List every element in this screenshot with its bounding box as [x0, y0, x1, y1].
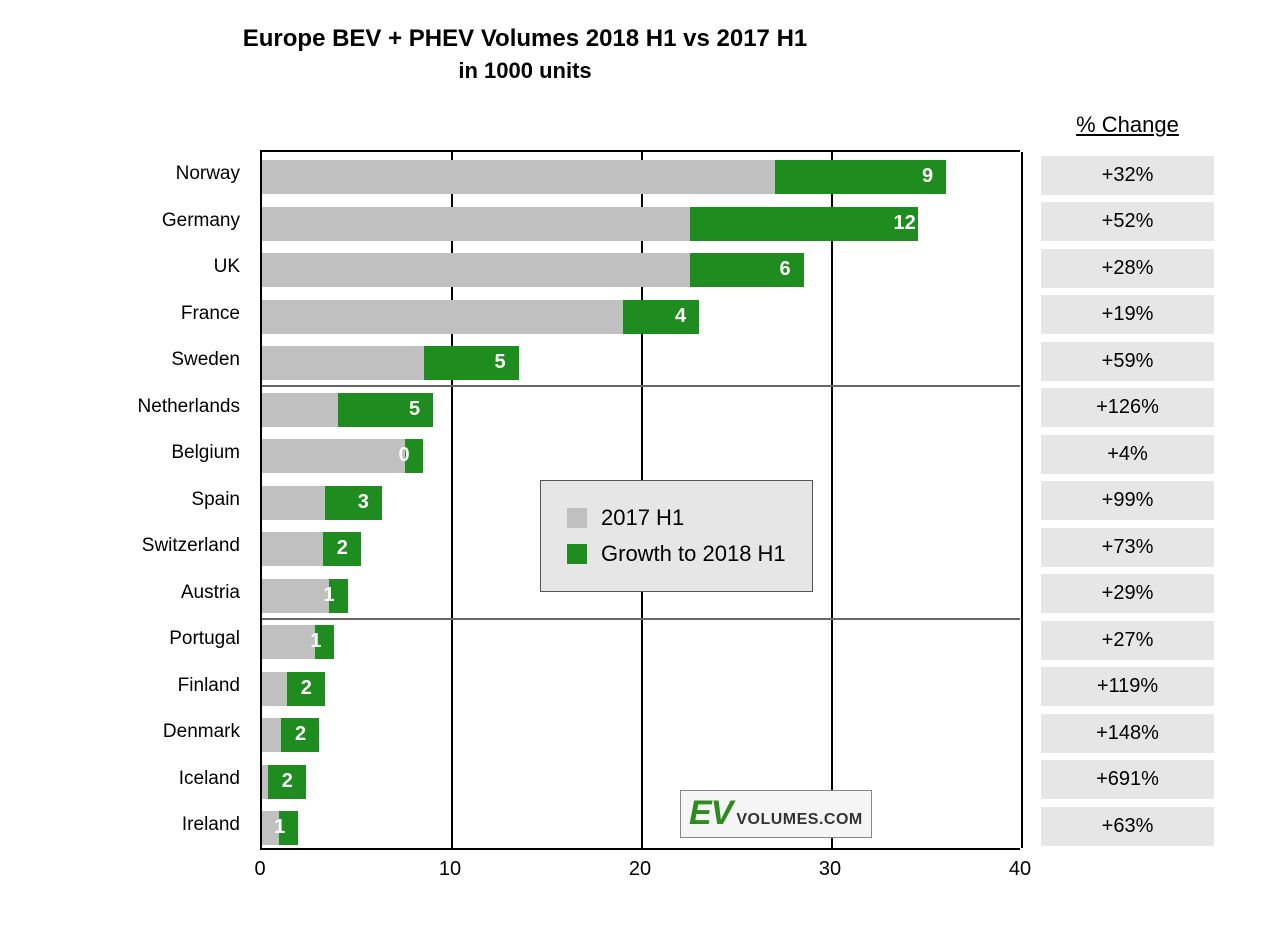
pct-change-cell: +32% — [1040, 155, 1215, 196]
pct-change-cell: +19% — [1040, 294, 1215, 335]
gridline — [1021, 152, 1023, 848]
x-axis-tick-label: 20 — [629, 858, 651, 881]
chart-container: Europe BEV + PHEV Volumes 2018 H1 vs 201… — [0, 0, 1277, 929]
gridline — [831, 152, 833, 848]
logo-rest: VOLUMES.COM — [736, 811, 862, 829]
bar-growth — [623, 300, 699, 334]
pct-change-cell: +27% — [1040, 620, 1215, 661]
bar-base — [262, 160, 775, 194]
pct-change-cell: +99% — [1040, 480, 1215, 521]
x-axis-tick-label: 0 — [254, 858, 265, 881]
legend-item-2017: 2017 H1 — [567, 505, 786, 531]
pct-change-cell: +29% — [1040, 573, 1215, 614]
bar-value-label: 0 — [399, 444, 410, 467]
bar-value-label: 5 — [495, 351, 506, 374]
bar-value-label: 1 — [324, 584, 335, 607]
pct-change-cell: +691% — [1040, 759, 1215, 800]
row-label: Ireland — [0, 815, 250, 836]
section-divider — [262, 618, 1020, 620]
pct-change-cell: +63% — [1040, 806, 1215, 847]
bar-growth — [775, 160, 946, 194]
bar-growth — [325, 486, 382, 520]
row-label: Finland — [0, 676, 250, 697]
row-label: France — [0, 304, 250, 325]
x-axis-tick-label: 10 — [439, 858, 461, 881]
pct-change-header: % Change — [1040, 112, 1215, 138]
pct-change-cell: +52% — [1040, 201, 1215, 242]
bar-value-label: 2 — [337, 537, 348, 560]
pct-change-cell: +73% — [1040, 527, 1215, 568]
x-axis-tick-label: 40 — [1009, 858, 1031, 881]
pct-change-cell: +119% — [1040, 666, 1215, 707]
legend-label-growth: Growth to 2018 H1 — [601, 541, 786, 567]
chart-title-line2: in 1000 units — [0, 58, 1050, 84]
x-axis-tick-label: 30 — [819, 858, 841, 881]
bar-value-label: 4 — [675, 305, 686, 328]
legend-label-2017: 2017 H1 — [601, 505, 684, 531]
row-label: Portugal — [0, 629, 250, 650]
legend-item-growth: Growth to 2018 H1 — [567, 541, 786, 567]
bar-base — [262, 439, 405, 473]
legend-swatch-2017 — [567, 508, 587, 528]
chart-title-line1: Europe BEV + PHEV Volumes 2018 H1 vs 201… — [0, 25, 1050, 53]
bar-value-label: 5 — [409, 398, 420, 421]
bar-base — [262, 486, 325, 520]
row-label: UK — [0, 257, 250, 278]
bar-value-label: 2 — [282, 770, 293, 793]
row-label: Austria — [0, 583, 250, 604]
evvolumes-logo: EV VOLUMES.COM — [680, 790, 872, 838]
bar-value-label: 2 — [295, 723, 306, 746]
bar-base — [262, 300, 623, 334]
bar-growth — [690, 207, 918, 241]
pct-change-cell: +4% — [1040, 434, 1215, 475]
row-label: Sweden — [0, 350, 250, 371]
row-label: Belgium — [0, 443, 250, 464]
row-label: Germany — [0, 211, 250, 232]
row-label: Netherlands — [0, 397, 250, 418]
row-label: Spain — [0, 490, 250, 511]
bar-value-label: 6 — [780, 258, 791, 281]
pct-change-cell: +59% — [1040, 341, 1215, 382]
row-label: Switzerland — [0, 536, 250, 557]
legend-swatch-growth — [567, 544, 587, 564]
legend: 2017 H1 Growth to 2018 H1 — [540, 480, 813, 592]
bar-value-label: 2 — [301, 677, 312, 700]
bar-base — [262, 718, 281, 752]
row-label: Denmark — [0, 722, 250, 743]
row-label: Iceland — [0, 769, 250, 790]
pct-change-cell: +126% — [1040, 387, 1215, 428]
logo-ev: EV — [689, 794, 732, 833]
bar-value-label: 3 — [358, 491, 369, 514]
bar-value-label: 9 — [922, 165, 933, 188]
bar-base — [262, 207, 690, 241]
bar-value-label: 1 — [274, 816, 285, 839]
bar-base — [262, 393, 338, 427]
bar-base — [262, 532, 323, 566]
pct-change-cell: +28% — [1040, 248, 1215, 289]
pct-change-cell: +148% — [1040, 713, 1215, 754]
bar-base — [262, 253, 690, 287]
bar-value-label: 12 — [894, 212, 916, 235]
bar-base — [262, 672, 287, 706]
bar-base — [262, 579, 329, 613]
section-divider — [262, 385, 1020, 387]
row-label: Norway — [0, 164, 250, 185]
bar-value-label: 1 — [310, 630, 321, 653]
bar-base — [262, 346, 424, 380]
bar-base — [262, 625, 315, 659]
